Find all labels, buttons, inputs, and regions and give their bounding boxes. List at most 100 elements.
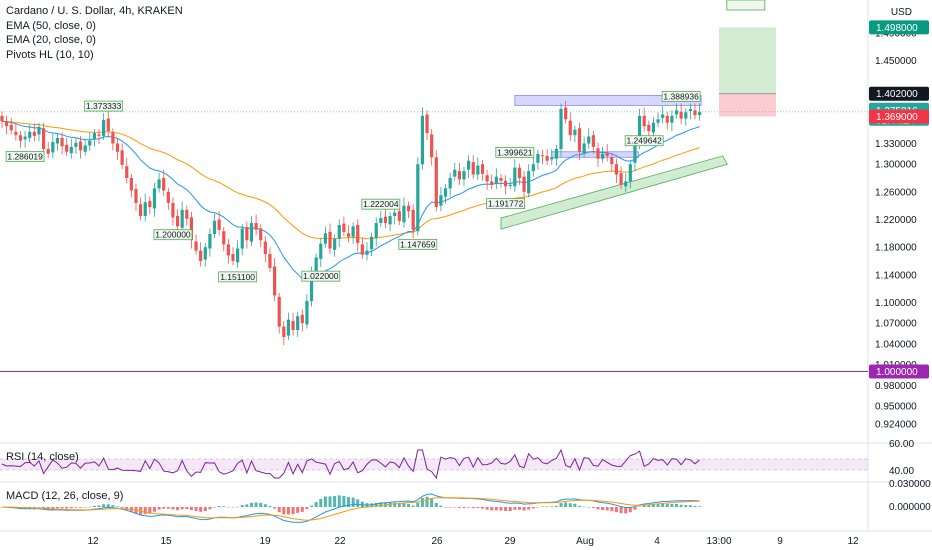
candle-body [97,134,101,136]
y-tick-label: 1.140000 [875,270,917,281]
macd-histogram-bar [323,496,327,507]
macd-histogram-bar [661,503,665,507]
pivot-label-text: 1.399621 [497,147,533,157]
candle-body [305,301,309,325]
candle-body [249,222,254,242]
candle-body [314,257,318,274]
macd-histogram-bar [314,502,318,507]
pivot-label: 1.388936 [661,90,701,102]
macd-histogram-bar [457,507,461,508]
pivot-label: 1.373333 [84,100,124,112]
pivot-label-box [5,151,45,163]
macd-histogram-bar [693,505,697,507]
pivot-label: 1.399621 [495,146,535,158]
macd-histogram-bar [263,504,267,507]
macd-histogram-bar [536,507,540,508]
rsi-legend[interactable]: RSI (14, close) [6,451,79,463]
candle-body [23,136,27,140]
ema50-line [1,120,700,240]
candle-body [480,164,485,174]
pivots-legend[interactable]: Pivots HL (10, 10) [6,48,94,61]
macd-legend[interactable]: MACD (12, 26, close, 9) [6,490,124,502]
candle-body [591,135,595,147]
candle-body [328,231,332,249]
macd-histogram-bar [550,506,554,507]
candle-body [120,150,124,165]
candle-body [60,137,64,147]
candle-body [684,112,688,119]
macd-histogram-bar [679,504,683,507]
macd-histogram-bar [42,507,46,509]
target-tag: 1.498000 [876,23,918,34]
candle-body [291,321,295,331]
macd-histogram-bar [670,503,674,507]
pivot-label: 1.022000 [301,270,341,282]
candle-body [171,202,175,218]
candle-body [536,153,540,163]
candle-body [9,124,13,131]
x-tick-label: 15 [160,536,172,547]
candle-body [83,145,87,152]
y-tick-label: 0.950000 [875,402,917,413]
candle-body [51,142,55,153]
macd-histogram-bar [374,502,378,507]
candle-body [545,155,549,161]
pivot-label-box [486,198,525,210]
pivot-label-text: 1.222004 [363,199,399,209]
pivot-label-text: 1.388936 [663,91,699,101]
support-tag: 1.000000 [876,367,918,378]
macd-histogram-bar [111,505,115,507]
macd-histogram-bar [162,507,166,509]
candle-body [406,205,411,212]
macd-histogram-bar [545,506,549,507]
candle-body [462,171,466,180]
symbol-title[interactable]: Cardano / U. S. Dollar, 4h, KRAKEN [6,5,183,17]
rsi-band [0,459,868,470]
candle-body [457,171,461,180]
candle-body [499,178,503,181]
macd-histogram-bar [351,497,355,507]
resistance-box-upper [514,94,702,106]
macd-histogram-bar [698,506,702,507]
candle-body [282,326,286,337]
rsi-line [1,448,700,480]
candle-body [379,218,383,223]
pivot-label: 1.191772 [486,198,525,210]
macd-histogram-bar [628,507,632,513]
macd-histogram-bar [217,506,221,507]
macd-histogram-bar [296,507,300,513]
candle-body [323,233,327,244]
ema20-legend[interactable]: EMA (20, close, 0) [6,34,96,46]
macd-histogram-bar [92,505,96,507]
macd-histogram-bar [425,496,429,507]
macd-histogram-bar [587,506,591,508]
x-tick-label: 29 [504,536,516,547]
pivot-label-text: 1.286019 [7,152,43,162]
macd-histogram-bar [148,507,152,514]
ema50-legend[interactable]: EMA (50, close, 0) [6,19,96,32]
macd-histogram-bar [471,507,475,509]
macd-histogram-bar [356,499,360,507]
macd-histogram-bar [286,507,290,515]
macd-histogram-bar [564,502,568,507]
macd-histogram-bar [642,505,646,507]
pivot-label-text: 1.263000 [728,0,764,2]
candle-body [222,231,226,245]
x-tick-label: 26 [431,536,443,547]
candle-body [402,205,406,223]
candle-body [573,129,577,136]
time-label-bg [700,534,738,548]
macd-histogram-bar [411,505,415,507]
candle-body [453,169,457,177]
macd-histogram-bar [554,505,558,507]
candle-body [665,115,669,123]
macd-histogram-bar [333,496,337,507]
candle-body [208,233,212,249]
macd-histogram-bar [282,507,286,515]
candle-body [254,222,258,230]
candle-body [383,216,388,223]
y-tick-label: 1.330000 [875,139,917,150]
macd-histogram-bar [467,507,471,508]
